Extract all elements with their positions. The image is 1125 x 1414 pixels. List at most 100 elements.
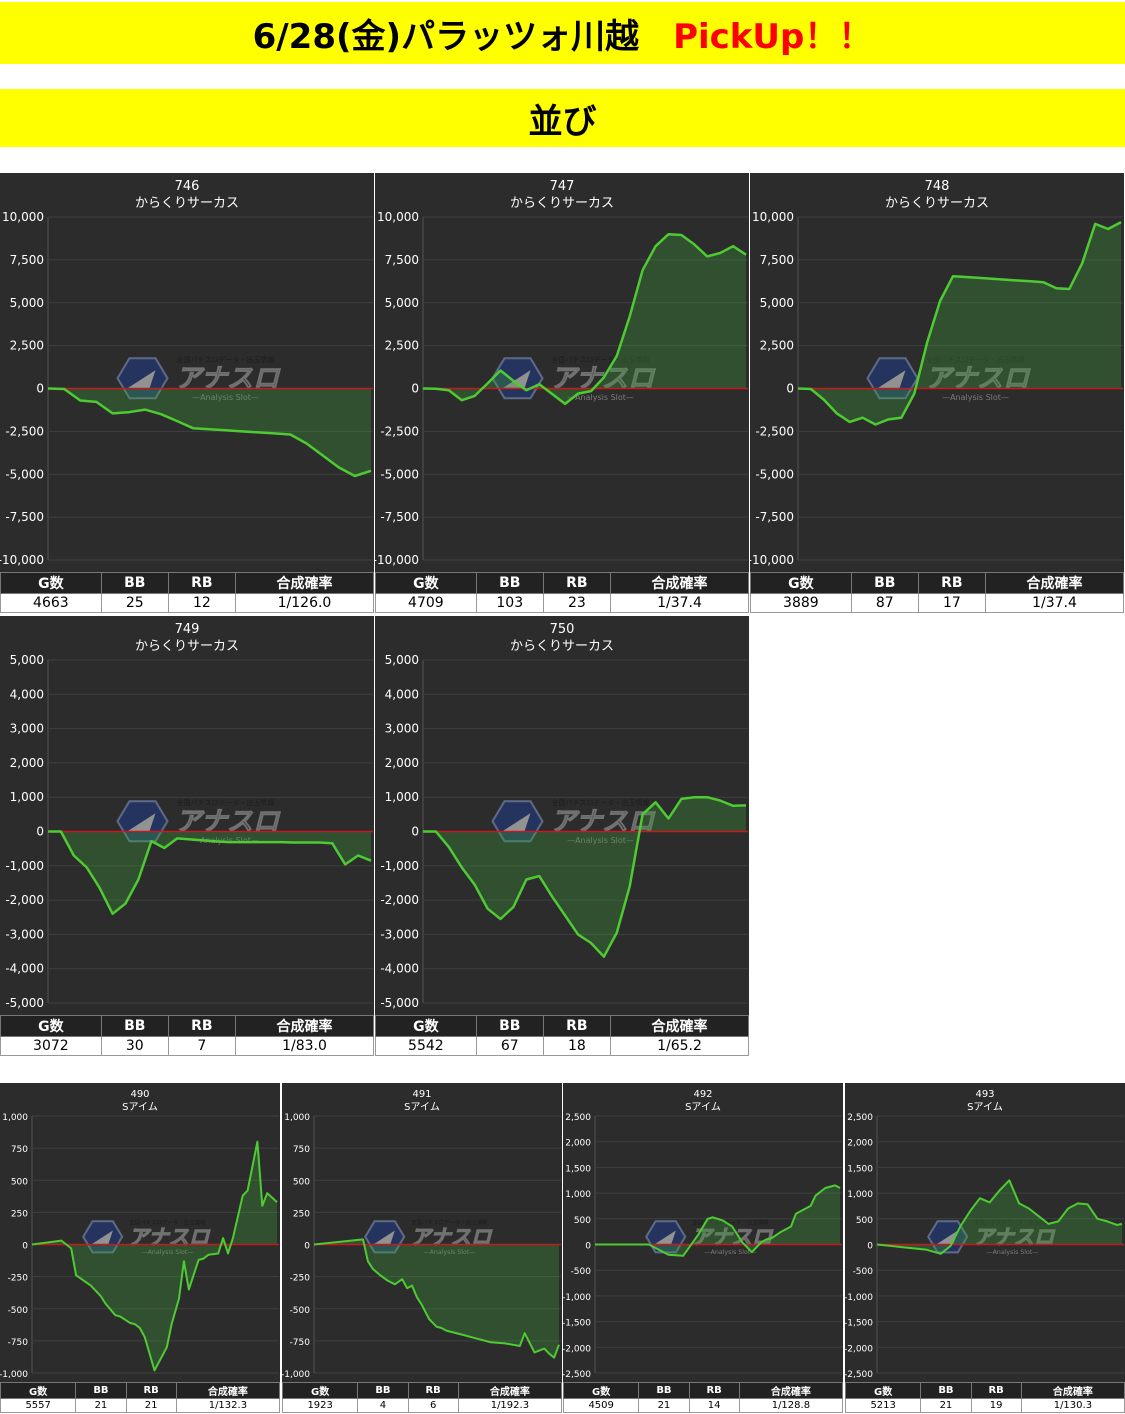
line-chart-748: 748 からくりサーカス 10,000 7,500 5,000 2,500 0 -2,500 -… (750, 179, 1123, 567)
section-title: 並び (528, 101, 597, 142)
rb-count: 23 (542, 593, 611, 613)
stats-header: BB (100, 1015, 169, 1037)
games-count: 5542 (375, 1036, 477, 1056)
y-tick-label: 2,500 (10, 339, 44, 353)
stats-header: RB (688, 1382, 740, 1399)
y-tick-label: 2,000 (847, 1139, 873, 1149)
y-tick-label: 5,000 (10, 653, 44, 667)
y-tick-label: -10,000 (0, 553, 44, 567)
rb-count: 12 (167, 593, 236, 613)
y-tick-label: -2,500 (5, 424, 44, 438)
chart-number: 493 (975, 1089, 994, 1100)
stats-header: G数 (0, 1015, 102, 1037)
y-tick-label: -1,000 (5, 859, 44, 873)
chart-machine-name: Sアイム (122, 1101, 158, 1113)
line-chart-747: 747 からくりサーカス 10,000 7,500 5,000 2,500 0 -2,500 -… (375, 179, 748, 567)
series-line (595, 1184, 841, 1257)
page-title: 6/28(金)パラッツォ川越 (252, 16, 640, 57)
chart-number: 746 (175, 179, 200, 194)
chart-machine-name: からくりサーカス (135, 196, 239, 211)
line-chart-746: 746 からくりサーカス 10,000 7,500 5,000 2,500 0 -2,500 -… (0, 179, 373, 567)
y-tick-label: 2,000 (385, 756, 419, 770)
stats-header: G数 (0, 572, 102, 594)
y-tick-label: -10,000 (750, 553, 794, 567)
watermark-tag: 全国パチスロデータ・出玉情報 (692, 1218, 769, 1226)
stats-header: RB (542, 572, 611, 594)
y-tick-label: 250 (293, 1209, 310, 1219)
watermark-tag: 全国パチスロデータ・出玉情報 (927, 355, 1025, 364)
y-tick-label: -5,000 (380, 996, 419, 1010)
stats-header: BB (850, 572, 919, 594)
chart-panel-749: 749 からくりサーカス 5,000 4,000 3,000 2,000 1,000 0 -1,… (0, 616, 375, 1056)
stats-header: RB (542, 1015, 611, 1037)
chart-machine-name: Sアイム (967, 1101, 1003, 1113)
stats-header: 合成確率 (234, 572, 375, 594)
rb-count: 6 (407, 1398, 459, 1413)
watermark-tag: 全国パチスロデータ・出玉情報 (974, 1218, 1051, 1226)
chart-number: 749 (175, 622, 200, 637)
watermark-tag: 全国パチスロデータ・出玉情報 (129, 1218, 206, 1226)
games-count: 5557 (0, 1398, 77, 1413)
y-tick-label: -2,500 (563, 1370, 591, 1380)
line-chart-750: 750 からくりサーカス 5,000 4,000 3,000 2,000 1,000 0 -1,… (380, 622, 748, 1010)
y-tick-label: -3,000 (380, 927, 419, 941)
y-tick-label: -4,000 (5, 962, 44, 976)
y-tick-label: 500 (11, 1177, 28, 1187)
line-chart-749: 749 からくりサーカス 5,000 4,000 3,000 2,000 1,000 0 -1,… (5, 622, 373, 1010)
stats-header: RB (970, 1382, 1022, 1399)
combined-rate: 1/132.3 (175, 1398, 281, 1413)
bb-count: 21 (920, 1398, 972, 1413)
section-banner: 並び (0, 89, 1125, 147)
y-tick-label: 1,000 (385, 790, 419, 804)
y-tick-label: -750 (290, 1338, 311, 1348)
stats-table: G数 BB RB 合成確率 4509 21 14 1/128.8 (562, 1382, 844, 1413)
y-tick-label: -2,500 (845, 1370, 873, 1380)
chart-machine-name: からくりサーカス (135, 639, 239, 654)
series-line (313, 1238, 560, 1359)
y-tick-label: 1,000 (10, 790, 44, 804)
chart-number: 490 (130, 1089, 149, 1100)
combined-rate: 1/128.8 (738, 1398, 844, 1413)
stats-header: G数 (0, 1382, 77, 1399)
y-tick-label: -10,000 (375, 553, 419, 567)
games-count: 3889 (750, 593, 852, 613)
y-tick-label: 0 (304, 1242, 310, 1252)
series-area (423, 234, 746, 404)
y-tick-label: -5,000 (5, 467, 44, 481)
y-tick-label: 2,000 (10, 756, 44, 770)
y-tick-label: 0 (786, 382, 794, 396)
chart-machine-name: からくりサーカス (510, 639, 614, 654)
y-tick-label: 2,500 (565, 1113, 591, 1123)
chart-machine-name: からくりサーカス (510, 196, 614, 211)
chart-number: 750 (550, 622, 575, 637)
stats-header: G数 (750, 572, 852, 594)
y-tick-label: 0 (36, 382, 44, 396)
combined-rate: 1/130.3 (1020, 1398, 1125, 1413)
y-tick-label: -7,500 (5, 510, 44, 524)
stats-header: 合成確率 (609, 1015, 750, 1037)
stats-header: RB (167, 1015, 236, 1037)
y-tick-label: -250 (8, 1274, 29, 1284)
y-tick-label: -500 (8, 1306, 29, 1316)
watermark-tag: 全国パチスロデータ・出玉情報 (552, 798, 650, 807)
y-tick-label: -1,000 (0, 1370, 28, 1380)
chart-panel-492: 492 Sアイム 2,500 2,000 1,500 1,000 500 0 -500 -1,00… (562, 1083, 844, 1413)
watermark-subtext: —Analysis Slot— (567, 393, 634, 402)
bb-count: 103 (475, 593, 544, 613)
chart-panel-750: 750 からくりサーカス 5,000 4,000 3,000 2,000 1,000 0 -1,… (375, 616, 750, 1056)
y-tick-label: -1,000 (380, 859, 419, 873)
bb-count: 30 (100, 1036, 169, 1056)
stats-header: 合成確率 (738, 1382, 844, 1399)
y-tick-label: 10,000 (377, 210, 419, 224)
chart-panel-748: 748 からくりサーカス 10,000 7,500 5,000 2,500 0 -2,500 -… (750, 173, 1125, 613)
title-banner: 6/28(金)パラッツォ川越 PickUp！！ (0, 2, 1125, 64)
stats-header: G数 (375, 1015, 477, 1037)
y-tick-label: -5,000 (380, 467, 419, 481)
chart-number: 748 (925, 179, 950, 194)
combined-rate: 1/65.2 (609, 1036, 750, 1056)
y-tick-label: 0 (22, 1242, 28, 1252)
y-tick-label: 5,000 (760, 296, 794, 310)
y-tick-label: 3,000 (10, 722, 44, 736)
watermark-subtext: —Analysis Slot— (567, 836, 634, 845)
y-tick-label: 0 (411, 825, 419, 839)
